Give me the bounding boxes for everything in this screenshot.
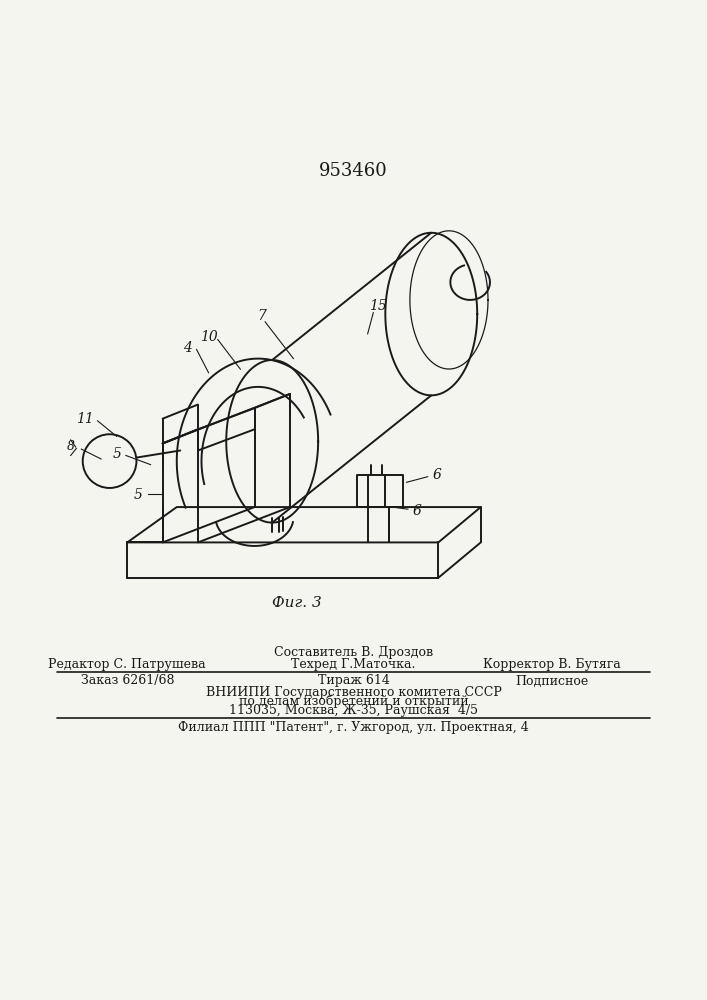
Text: Заказ 6261/68: Заказ 6261/68: [81, 674, 174, 687]
Text: по делам изобретений и открытий: по делам изобретений и открытий: [239, 695, 468, 708]
Text: Тираж 614: Тираж 614: [317, 674, 390, 687]
Text: Составитель В. Дроздов: Составитель В. Дроздов: [274, 646, 433, 659]
Text: 7: 7: [257, 309, 266, 323]
Text: 15: 15: [369, 299, 387, 313]
Text: 11: 11: [76, 412, 94, 426]
Text: 8: 8: [66, 440, 75, 453]
Text: 113035, Москва, Ж-35, Раушская  4/5: 113035, Москва, Ж-35, Раушская 4/5: [229, 704, 478, 717]
Text: Техред Г.Маточка.: Техред Г.Маточка.: [291, 658, 416, 671]
Text: 953460: 953460: [319, 162, 388, 180]
Text: Фиг. 3: Фиг. 3: [272, 596, 322, 610]
Text: 6: 6: [413, 504, 421, 518]
Text: Редактор С. Патрушева: Редактор С. Патрушева: [49, 658, 206, 671]
Text: Филиал ППП "Патент", г. Ужгород, ул. Проектная, 4: Филиал ППП "Патент", г. Ужгород, ул. Про…: [178, 721, 529, 734]
Text: 10: 10: [199, 330, 218, 344]
Text: 4: 4: [183, 341, 192, 355]
Text: 5: 5: [134, 488, 142, 502]
Text: Корректор В. Бутяга: Корректор В. Бутяга: [483, 658, 620, 671]
Text: 5: 5: [112, 447, 121, 461]
Text: Подписное: Подписное: [515, 674, 588, 687]
Text: ВНИИПИ Государственного комитета СССР: ВНИИПИ Государственного комитета СССР: [206, 686, 501, 699]
Text: 6: 6: [433, 468, 441, 482]
